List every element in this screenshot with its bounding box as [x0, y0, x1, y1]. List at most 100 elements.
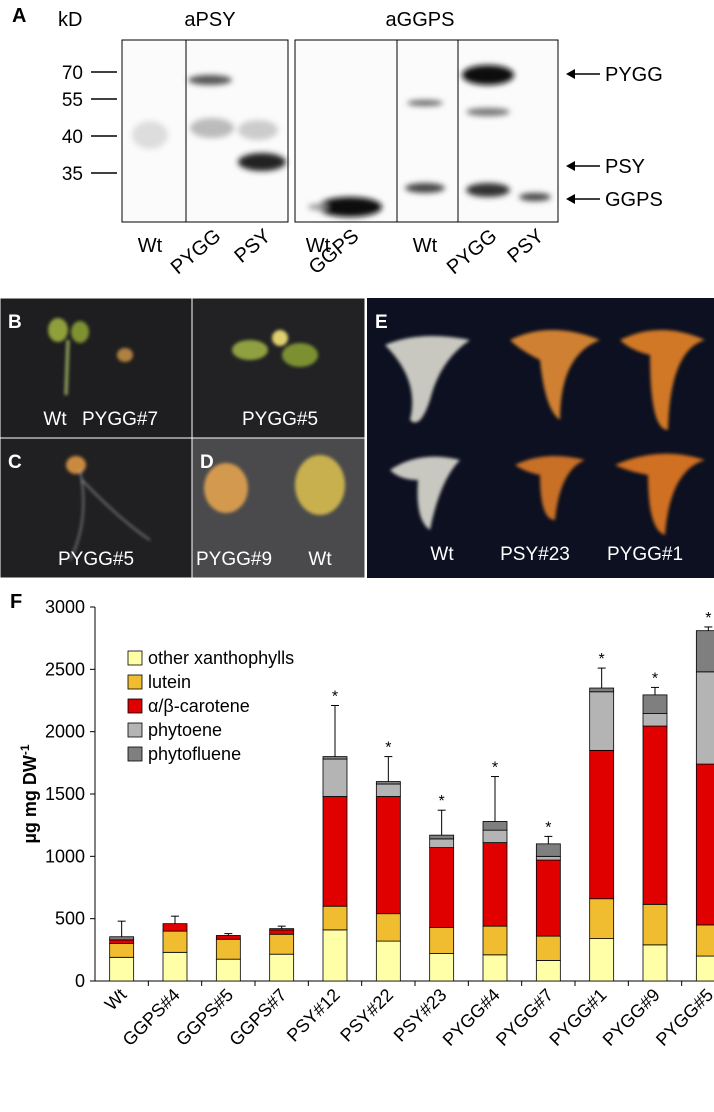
significance: * [332, 688, 338, 705]
x-tick-label: GGPS#5 [172, 985, 237, 1050]
bar-segment [589, 938, 615, 982]
arrow-head [566, 69, 575, 79]
y-tick-label: 0 [75, 971, 85, 991]
bar-segment [322, 758, 348, 797]
bar-segment [162, 923, 188, 932]
significance: * [705, 610, 711, 627]
photo [191, 297, 366, 439]
significance: * [599, 651, 605, 668]
photo-caption: PYGG#1 [607, 544, 683, 565]
bar-segment [322, 796, 348, 907]
bar-segment [109, 936, 135, 941]
significance: * [545, 819, 551, 836]
band-label: GGPS [605, 189, 663, 211]
legend-swatch [127, 674, 143, 690]
x-tick-label: PYGG#9 [599, 985, 664, 1050]
blot-panel [121, 39, 559, 223]
lane-label: Wt [413, 235, 438, 257]
bar-segment [109, 943, 135, 958]
arrow-head [566, 194, 575, 204]
bar-segment [535, 960, 561, 982]
lane-label: PSY [503, 225, 548, 268]
bar-segment [695, 630, 714, 673]
y-axis-title-sup: -1 [18, 744, 32, 755]
legend-swatch [127, 650, 143, 666]
bar-segment [429, 926, 455, 954]
photo-caption: Wt [43, 409, 67, 430]
antibody-label: aGGPS [386, 9, 455, 31]
bar-segment [269, 953, 295, 982]
photo-panels [0, 297, 714, 579]
y-tick-label: 1500 [45, 784, 85, 804]
bar-segment [322, 756, 348, 760]
marker-label: 55 [62, 90, 83, 111]
band-label: PYGG [605, 64, 663, 86]
bar-segment [162, 930, 188, 953]
photo-caption: PYGG#5 [58, 549, 134, 570]
x-tick-label: PYGG#5 [652, 985, 714, 1050]
bar-segment [589, 898, 615, 940]
bar-segment [215, 935, 241, 940]
panel-label: D [200, 452, 214, 473]
photo-caption: PYGG#5 [242, 409, 318, 430]
antibody-label: aPSY [184, 9, 235, 31]
marker-label: 35 [62, 164, 83, 185]
panel-label: C [8, 452, 22, 473]
panel-label: A [12, 5, 26, 27]
bar-segment [109, 956, 135, 982]
bar-segment [375, 940, 401, 982]
legend-label: lutein [148, 672, 191, 692]
y-axis-title: µg mg DW-1 [18, 744, 40, 843]
x-tick-label: Wt [101, 985, 131, 1015]
y-axis-title-main: µg mg DW [20, 755, 40, 843]
photo-caption: PYGG#9 [196, 549, 272, 570]
bar-segment [322, 929, 348, 982]
bar-segment [535, 843, 561, 857]
x-tick-label: PYGG#7 [492, 985, 557, 1050]
lane-label: PYGG [167, 225, 225, 279]
bar-segment [375, 783, 401, 797]
legend-swatch [127, 722, 143, 738]
panel-label: B [8, 312, 22, 333]
bar-segment [482, 925, 508, 956]
x-tick-label: PYGG#1 [545, 985, 610, 1050]
legend-label: phytofluene [148, 744, 241, 764]
bar-segment [429, 834, 455, 840]
significance: * [439, 793, 445, 810]
bar-segment [642, 713, 668, 727]
bar-segment [535, 859, 561, 937]
band-label: PSY [605, 156, 645, 178]
bar-segment [322, 905, 348, 931]
arrow-head [566, 161, 575, 171]
lane-label: PYGG [443, 225, 501, 279]
bar-segment [215, 938, 241, 960]
panel-label: E [375, 312, 388, 333]
blot-box [294, 39, 559, 223]
legend-label: phytoene [148, 720, 222, 740]
legend-label: other xanthophylls [148, 648, 294, 668]
x-tick-label: PSY#12 [283, 985, 344, 1046]
blot-bands [132, 65, 551, 217]
bar-segment [482, 829, 508, 844]
bar-segment [269, 928, 295, 931]
bar-segment [535, 855, 561, 861]
photo [0, 437, 193, 579]
photo-caption: PSY#23 [500, 544, 570, 565]
bar-segment [535, 935, 561, 961]
y-tick-label: 3000 [45, 597, 85, 617]
legend-swatch [127, 746, 143, 762]
bar-segment [589, 749, 615, 900]
bar-segment [695, 924, 714, 957]
bar-segment [162, 951, 188, 982]
legend-label: α/β-carotene [148, 696, 250, 716]
marker-label: 70 [62, 63, 83, 84]
bar-segment [375, 913, 401, 942]
bar-segment [642, 903, 668, 946]
bar-segment [642, 944, 668, 982]
bar-segment [589, 687, 615, 693]
bar-segment [215, 958, 241, 982]
y-tick-label: 2500 [45, 659, 85, 679]
bar-segment [269, 929, 295, 935]
significance: * [492, 760, 498, 777]
x-tick-label: PSY#22 [336, 985, 397, 1046]
